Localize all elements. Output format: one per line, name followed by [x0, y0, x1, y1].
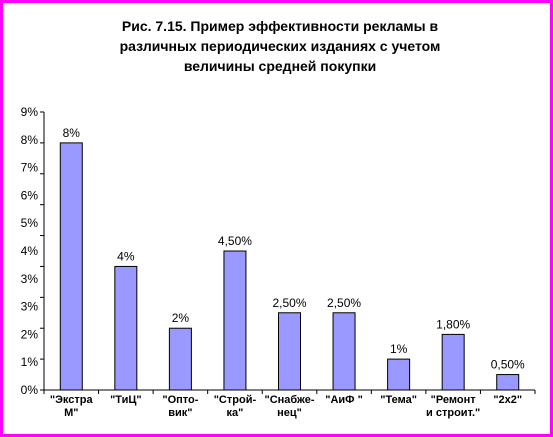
category-label-line: вик" — [168, 407, 192, 419]
category-label-line: "Экстра — [50, 394, 94, 406]
bar — [496, 374, 520, 391]
data-label: 2% — [172, 311, 190, 325]
y-tick-label: 5% — [21, 216, 39, 230]
category-label-line: "Опто- — [162, 394, 198, 406]
category-label-line: "Тема" — [380, 394, 417, 406]
y-tick-label: 1% — [21, 355, 39, 369]
bar — [114, 265, 138, 391]
category-label: "Снабже-нец" — [264, 394, 314, 419]
chart-title: Рис. 7.15. Пример эффективности рекламы … — [119, 18, 441, 74]
category-label-line: ка" — [227, 407, 244, 419]
bar — [223, 250, 247, 391]
category-label: "ТиЦ" — [110, 394, 142, 406]
category-label-line: "Снабже- — [264, 394, 314, 406]
bar — [387, 358, 411, 391]
category-label: "Строй-ка" — [214, 394, 257, 419]
data-label: 1% — [390, 342, 408, 356]
bar — [332, 312, 356, 391]
y-tick-label: 3% — [21, 300, 39, 314]
y-tick-label: 6% — [21, 188, 39, 202]
category-label: "Опто-вик" — [162, 394, 198, 419]
category-label-line: нец" — [277, 407, 302, 419]
data-label: 4,50% — [218, 234, 252, 248]
category-label-line: и строит." — [426, 407, 480, 419]
y-tick-label: 4% — [21, 244, 39, 258]
y-tick-label: 8% — [21, 133, 39, 147]
y-tick-label: 0% — [21, 383, 39, 397]
category-label: "Тема" — [380, 394, 417, 406]
y-tick-label: 7% — [21, 161, 39, 175]
category-label-line: "ТиЦ" — [110, 394, 142, 406]
category-label: "Экстра М" — [50, 394, 94, 419]
bar — [168, 327, 192, 391]
category-label-line: "2х2" — [493, 394, 522, 406]
category-label-line: М" — [64, 407, 78, 419]
category-label-line: "Ремонт — [431, 394, 477, 406]
y-tick-label: 3% — [21, 272, 39, 286]
data-label: 4% — [117, 249, 135, 263]
data-label: 0,50% — [491, 358, 525, 372]
data-label: 2,50% — [327, 296, 361, 310]
bar — [59, 142, 83, 391]
category-label: "Ремонт и строит." — [426, 394, 480, 419]
category-label-line: "Строй- — [214, 394, 257, 406]
category-label: "АиФ " — [325, 394, 363, 406]
category-label-line: "АиФ " — [325, 394, 363, 406]
data-label: 8% — [63, 126, 81, 140]
bar — [278, 312, 301, 391]
category-label: "2х2" — [493, 394, 522, 406]
data-label: 2,50% — [272, 296, 306, 310]
y-tick-label: 9% — [21, 105, 39, 119]
bar — [441, 333, 465, 391]
data-label: 1,80% — [436, 317, 470, 331]
y-tick-label: 2% — [21, 327, 39, 341]
